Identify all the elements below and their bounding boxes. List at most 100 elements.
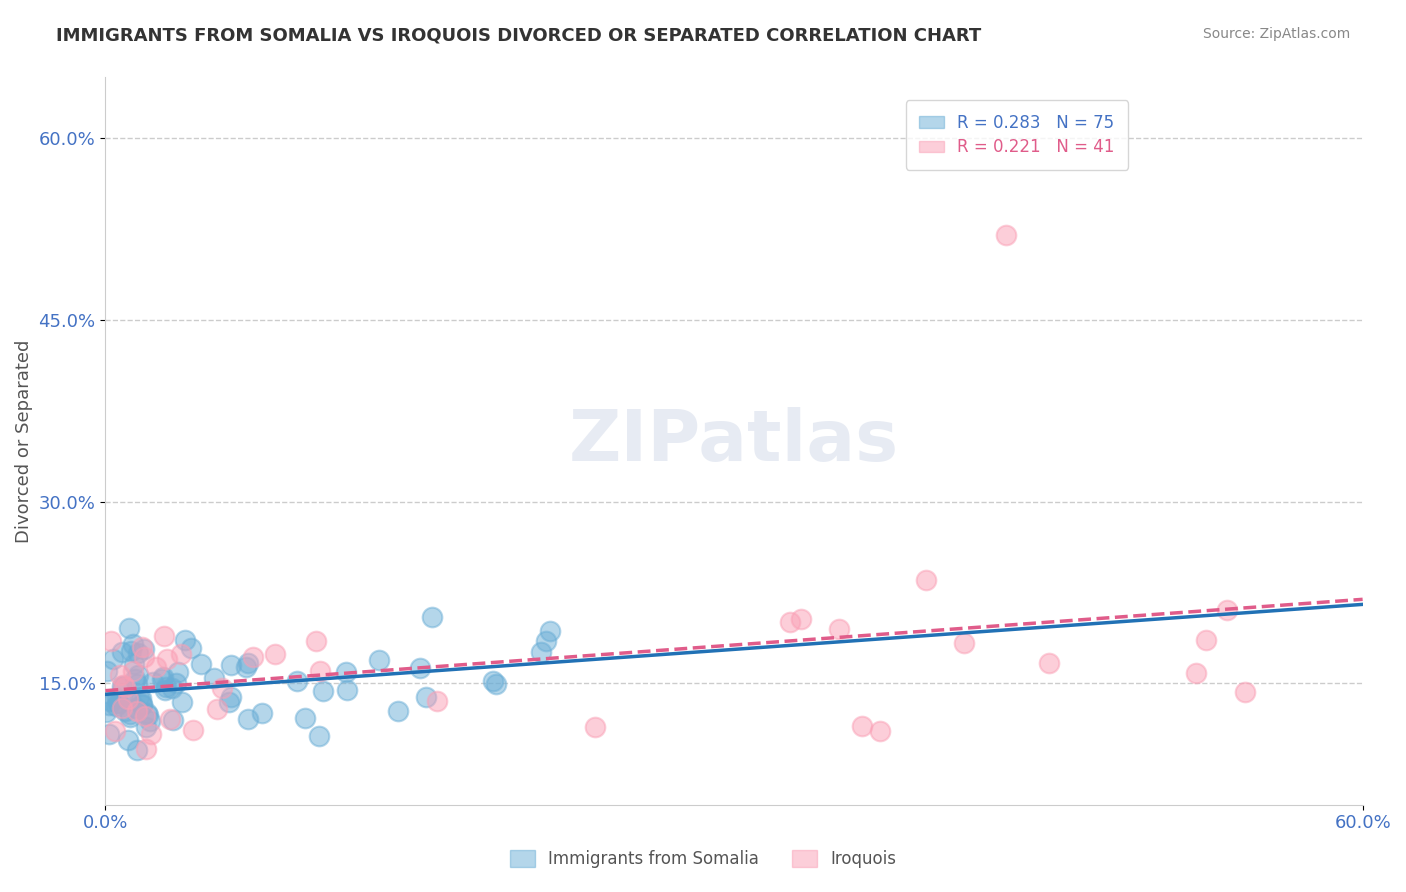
Point [409,660,432,674]
Point [132,650,155,665]
Point [160,681,183,695]
Point [995,227,1018,242]
Point [121,664,143,678]
Point [218,695,240,709]
Point [915,573,938,587]
Point [112,680,135,694]
Point [183,723,205,737]
Point [367,653,389,667]
Point [285,674,308,689]
Point [426,694,449,708]
Point [122,637,145,651]
Point [779,615,801,630]
Point [118,691,141,706]
Point [107,690,129,705]
Point [131,640,153,654]
Point [142,674,165,689]
Point [170,647,193,661]
Point [145,660,167,674]
Point [127,646,149,660]
Point [118,621,141,635]
Point [294,710,316,724]
Point [108,668,131,682]
Text: IMMIGRANTS FROM SOMALIA VS IROQUOIS DIVORCED OR SEPARATED CORRELATION CHART: IMMIGRANTS FROM SOMALIA VS IROQUOIS DIVO… [56,27,981,45]
Point [131,698,153,712]
Point [236,656,259,670]
Point [415,690,437,704]
Point [207,701,229,715]
Point [153,683,176,698]
Point [1185,665,1208,680]
Point [153,629,176,643]
Point [111,679,134,693]
Point [236,712,259,726]
Point [538,624,561,638]
Point [312,683,335,698]
Point [190,657,212,671]
Legend: R = 0.283   N = 75, R = 0.221   N = 41: R = 0.283 N = 75, R = 0.221 N = 41 [905,100,1128,169]
Point [122,657,145,672]
Point [167,665,190,679]
Point [422,610,444,624]
Point [125,677,148,691]
Point [135,741,157,756]
Point [530,645,553,659]
Point [202,671,225,685]
Point [583,720,606,734]
Point [159,713,181,727]
Point [111,700,134,714]
Point [128,690,150,705]
Point [98,727,121,741]
Point [104,699,127,714]
Point [156,652,179,666]
Point [1216,603,1239,617]
Point [136,706,159,720]
Point [172,695,194,709]
Point [114,704,136,718]
Point [305,633,328,648]
Point [118,710,141,724]
Point [1038,657,1060,671]
Point [180,640,202,655]
Point [150,672,173,686]
Point [117,733,139,747]
Point [252,706,274,720]
Point [790,612,813,626]
Y-axis label: Divorced or Separated: Divorced or Separated [15,339,32,542]
Point [112,678,135,692]
Point [94,705,117,719]
Point [309,664,332,678]
Point [1195,632,1218,647]
Point [118,706,141,721]
Point [155,680,177,694]
Point [152,670,174,684]
Point [136,707,159,722]
Point [114,680,136,694]
Point [101,651,124,665]
Point [485,676,508,690]
Point [534,634,557,648]
Point [139,726,162,740]
Point [139,714,162,728]
Point [336,682,359,697]
Point [98,698,121,712]
Point [124,700,146,714]
Point [96,665,118,679]
Point [104,723,127,738]
Point [242,650,264,665]
Point [131,697,153,711]
Point [127,668,149,682]
Point [100,634,122,648]
Point [308,729,330,743]
Point [125,743,148,757]
Point [828,622,851,636]
Point [134,708,156,723]
Point [162,713,184,727]
Text: ZIPatlas: ZIPatlas [569,407,898,475]
Point [165,676,187,690]
Point [869,723,891,738]
Point [120,644,142,658]
Point [134,641,156,656]
Point [219,690,242,704]
Point [335,665,357,680]
